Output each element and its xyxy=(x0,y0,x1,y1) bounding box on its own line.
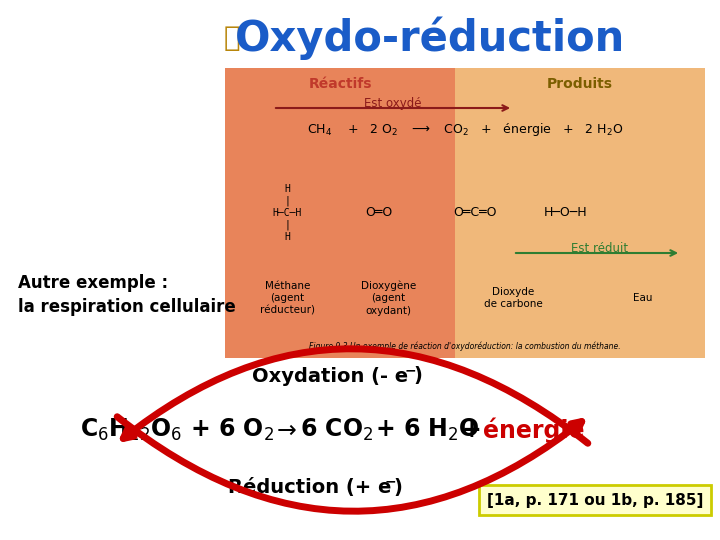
Bar xyxy=(225,68,455,358)
Text: H
|
H─C─H
|
H: H | H─C─H | H xyxy=(273,184,302,242)
Text: Produits: Produits xyxy=(547,77,613,91)
Text: −: − xyxy=(404,363,416,377)
Text: 6 CO$_2$: 6 CO$_2$ xyxy=(300,417,373,443)
Text: Est réduit: Est réduit xyxy=(571,241,628,254)
Text: C$_6$H$_{12}$O$_6$: C$_6$H$_{12}$O$_6$ xyxy=(80,417,182,443)
Text: 🗝: 🗝 xyxy=(224,24,240,52)
FancyArrowPatch shape xyxy=(117,417,582,511)
Text: + 6 O$_2$: + 6 O$_2$ xyxy=(190,417,274,443)
Bar xyxy=(455,68,705,358)
Text: Oxydation (- e: Oxydation (- e xyxy=(252,367,408,386)
Text: Réactifs: Réactifs xyxy=(308,77,372,91)
Text: Oxydo-réduction: Oxydo-réduction xyxy=(235,16,625,60)
Text: CH$_4$    +   2 O$_2$   $\longrightarrow$   CO$_2$   +   énergie   +   2 H$_2$O: CH$_4$ + 2 O$_2$ $\longrightarrow$ CO$_2… xyxy=(307,122,623,138)
FancyArrowPatch shape xyxy=(123,349,588,443)
Text: Eau: Eau xyxy=(633,293,652,303)
Text: Méthane
(agent
réducteur): Méthane (agent réducteur) xyxy=(260,281,315,315)
Text: Dioxygène
(agent
oxydant): Dioxygène (agent oxydant) xyxy=(361,280,416,316)
Text: O═O: O═O xyxy=(365,206,392,219)
Text: −: − xyxy=(384,474,396,488)
Text: O═C═O: O═C═O xyxy=(453,206,496,219)
Text: Dioxyde
de carbone: Dioxyde de carbone xyxy=(484,287,542,309)
Text: [1a, p. 171 ou 1b, p. 185]: [1a, p. 171 ou 1b, p. 185] xyxy=(487,492,703,508)
Text: $\rightarrow$: $\rightarrow$ xyxy=(272,418,297,442)
Text: ): ) xyxy=(413,367,423,386)
Text: +: + xyxy=(462,418,490,442)
Text: H─O─H: H─O─H xyxy=(544,206,588,219)
Text: + 6 H$_2$O: + 6 H$_2$O xyxy=(375,417,480,443)
Text: Réduction (+ e: Réduction (+ e xyxy=(228,477,392,496)
Text: Autre exemple :
la respiration cellulaire: Autre exemple : la respiration cellulair… xyxy=(18,273,235,316)
Text: énergie: énergie xyxy=(483,417,585,443)
Text: ): ) xyxy=(394,477,402,496)
Text: Figure 9.3 Un exemple de réaction d'oxydoréduction: la combustion du méthane.: Figure 9.3 Un exemple de réaction d'oxyd… xyxy=(309,341,621,351)
Text: Est oxydé: Est oxydé xyxy=(364,97,422,110)
